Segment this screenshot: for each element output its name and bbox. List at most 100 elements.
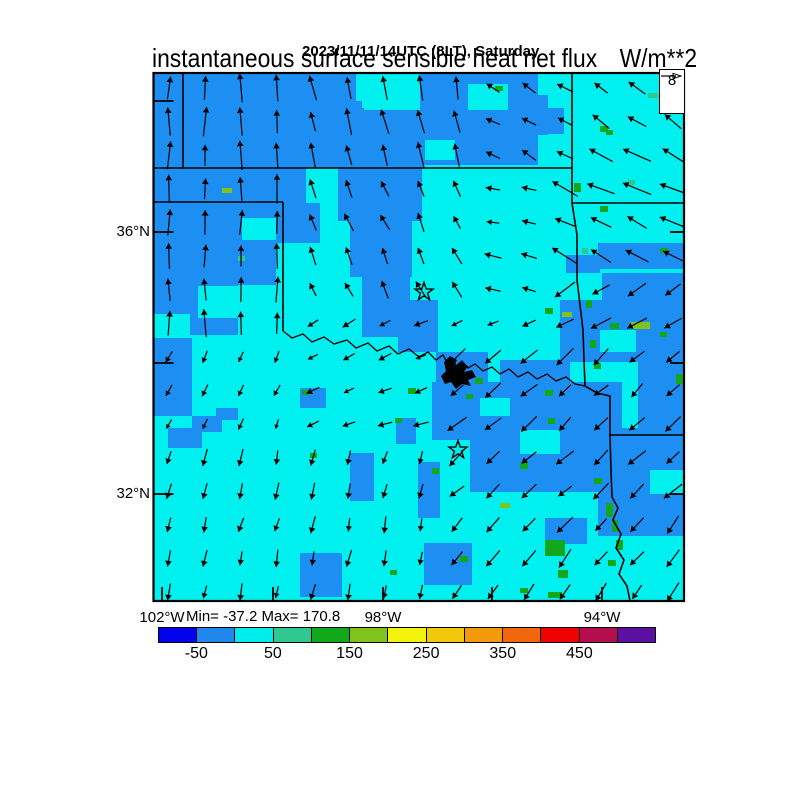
reference-arrow-icon — [661, 72, 682, 80]
flux-shade-patch — [638, 356, 684, 440]
flux-speckle — [520, 463, 528, 469]
flux-shade-patch — [300, 553, 342, 597]
flux-speckle — [610, 323, 619, 329]
flux-speckle — [660, 248, 668, 253]
flux-speckle — [574, 183, 581, 192]
colorbar-segment — [578, 627, 618, 643]
station-star-marker — [412, 280, 436, 302]
flux-shade-patch — [424, 543, 472, 585]
flux-shade-patch — [598, 243, 684, 269]
wind-vectors — [164, 73, 684, 601]
valid-time-label: 2023/11/11/14UTC (8LT), Saturday — [302, 43, 540, 60]
colorbar-segment — [272, 627, 312, 643]
flux-speckle — [466, 394, 473, 399]
colorbar-segment — [234, 627, 274, 643]
page-title: instantaneous surface sensible heat net … — [152, 43, 598, 73]
flux-speckle — [606, 503, 613, 517]
colorbar-segment — [425, 627, 465, 643]
flux-shade-patch — [154, 73, 306, 205]
lon-tick-label: 98°W — [364, 609, 402, 626]
flux-shade-patch — [545, 518, 587, 544]
colorbar-segment — [158, 627, 198, 643]
flux-speckle — [545, 390, 553, 396]
flux-speckle — [432, 468, 439, 474]
colorbar-segment — [616, 627, 657, 643]
flux-speckle — [608, 560, 616, 566]
flux-speckle — [495, 86, 503, 91]
lat-tick-label: 32°N — [116, 485, 150, 502]
lon-tick-label: 94°W — [583, 609, 621, 626]
flux-speckle — [520, 588, 528, 593]
flux-shade-patch — [270, 203, 320, 243]
flux-speckle — [594, 363, 601, 369]
state-border — [609, 434, 631, 601]
colorbar-segment — [196, 627, 236, 643]
colorbar-tick-label: 150 — [336, 645, 363, 662]
colorbar-tick-label: 350 — [489, 645, 517, 662]
colorbar-segment — [463, 627, 504, 643]
flux-speckle — [616, 540, 623, 550]
colorbar — [158, 627, 657, 643]
flux-speckle — [302, 390, 310, 395]
flux-speckle — [628, 180, 635, 185]
station-star-marker — [446, 438, 470, 460]
flux-speckle — [545, 540, 565, 556]
lat-tick-label: 36°N — [116, 223, 150, 240]
flux-shade-patch — [216, 408, 238, 420]
flux-speckle — [582, 248, 588, 254]
flux-speckle — [408, 388, 416, 394]
units-label: W/m**2 — [619, 43, 697, 73]
flux-shade-patch — [538, 108, 564, 134]
flux-speckle — [548, 418, 555, 424]
flux-shade-patch — [192, 416, 222, 432]
flux-speckle — [222, 188, 232, 193]
flux-speckle — [500, 503, 510, 508]
flux-speckle — [562, 312, 572, 317]
state-border — [584, 385, 611, 435]
colorbar-segment — [310, 627, 351, 643]
colorbar-tick-label: -50 — [184, 645, 208, 662]
flux-speckle — [594, 478, 602, 484]
flux-shade-patch — [350, 219, 412, 277]
flux-speckle — [545, 308, 553, 314]
flux-shade-patch — [168, 428, 202, 448]
colorbar-tick-label: 250 — [412, 645, 440, 662]
minmax-stats: Min= -37.2 Max= 170.8 — [186, 608, 341, 625]
flux-speckle — [648, 93, 658, 98]
colorbar-segment — [349, 627, 389, 643]
flux-speckle — [475, 378, 483, 384]
flux-speckle — [558, 570, 568, 578]
reference-vector-box: 8 — [659, 69, 685, 114]
flux-speckle — [600, 206, 608, 212]
colorbar-segment — [387, 627, 427, 643]
flux-shade-patch — [154, 203, 276, 285]
reference-vector-value: 8 — [667, 72, 677, 89]
flux-speckle — [460, 556, 468, 562]
colorbar-segment — [502, 627, 542, 643]
state-border — [571, 202, 586, 387]
flux-shade-patch — [306, 108, 364, 168]
flux-speckle — [548, 592, 562, 598]
lon-tick-label: 102°W — [139, 609, 185, 626]
flux-speckle — [390, 570, 397, 575]
flux-speckle — [660, 332, 667, 337]
flux-shade-patch — [566, 255, 600, 273]
flux-speckle — [630, 322, 650, 329]
map-field — [153, 73, 684, 601]
flux-shade-patch — [362, 110, 424, 168]
flux-shade-patch — [602, 273, 684, 305]
flux-speckle — [676, 374, 684, 384]
colorbar-segment — [540, 627, 580, 643]
flux-speckle — [600, 126, 608, 132]
flux-speckle — [612, 520, 618, 532]
flux-shade-patch — [418, 462, 440, 518]
colorbar-tick-label: 50 — [264, 645, 282, 662]
flux-speckle — [606, 130, 613, 135]
flux-shade-patch — [396, 418, 416, 444]
map-frame — [152, 71, 686, 603]
flux-shade-patch — [350, 453, 374, 501]
colorbar-tick-label: 450 — [566, 645, 593, 662]
flux-shade-patch — [154, 338, 192, 416]
flux-speckle — [586, 300, 592, 308]
